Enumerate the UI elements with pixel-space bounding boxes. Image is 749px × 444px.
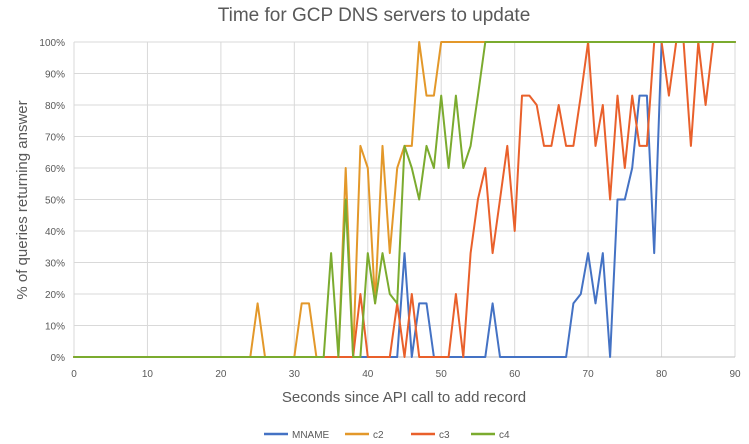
y-tick-label: 70% <box>45 133 65 144</box>
x-tick-label: 80 <box>656 369 668 380</box>
legend: MNAME c2 c3 c4 <box>264 430 510 441</box>
y-tick-label: 30% <box>45 259 65 270</box>
series-line-c4 <box>73 41 736 358</box>
x-tick-label: 20 <box>215 369 227 380</box>
gridlines <box>73 41 736 358</box>
y-tick-label: 0% <box>51 353 66 364</box>
legend-label-c3: c3 <box>439 430 450 441</box>
y-tick-label: 20% <box>45 290 65 301</box>
x-tick-label: 0 <box>71 369 77 380</box>
y-tick-label: 40% <box>45 227 65 238</box>
series-line-c3 <box>73 41 736 358</box>
y-tick-label: 60% <box>45 164 65 175</box>
y-tick-label: 80% <box>45 101 65 112</box>
y-tick-label: 90% <box>45 70 65 81</box>
legend-label-c4: c4 <box>499 430 510 441</box>
x-tick-labels: 0 10 20 30 40 50 60 70 80 90 <box>71 369 741 380</box>
chart-title: Time for GCP DNS servers to update <box>218 5 531 26</box>
x-tick-label: 30 <box>289 369 301 380</box>
series-lines <box>73 41 736 358</box>
x-tick-label: 70 <box>583 369 595 380</box>
x-axis-title: Seconds since API call to add record <box>282 389 526 406</box>
y-axis-title: % of queries returning answer <box>14 100 31 299</box>
legend-label-c2: c2 <box>373 430 384 441</box>
x-tick-label: 90 <box>729 369 741 380</box>
series-line-mname <box>73 41 736 358</box>
y-tick-label: 10% <box>45 322 65 333</box>
x-tick-label: 40 <box>362 369 374 380</box>
legend-label-mname: MNAME <box>292 430 330 441</box>
x-tick-label: 60 <box>509 369 521 380</box>
y-tick-labels: 0% 10% 20% 30% 40% 50% 60% 70% 80% 90% 100% <box>39 38 65 364</box>
x-tick-label: 10 <box>142 369 154 380</box>
x-tick-label: 50 <box>436 369 448 380</box>
y-tick-label: 50% <box>45 196 65 207</box>
y-tick-label: 100% <box>39 38 65 49</box>
